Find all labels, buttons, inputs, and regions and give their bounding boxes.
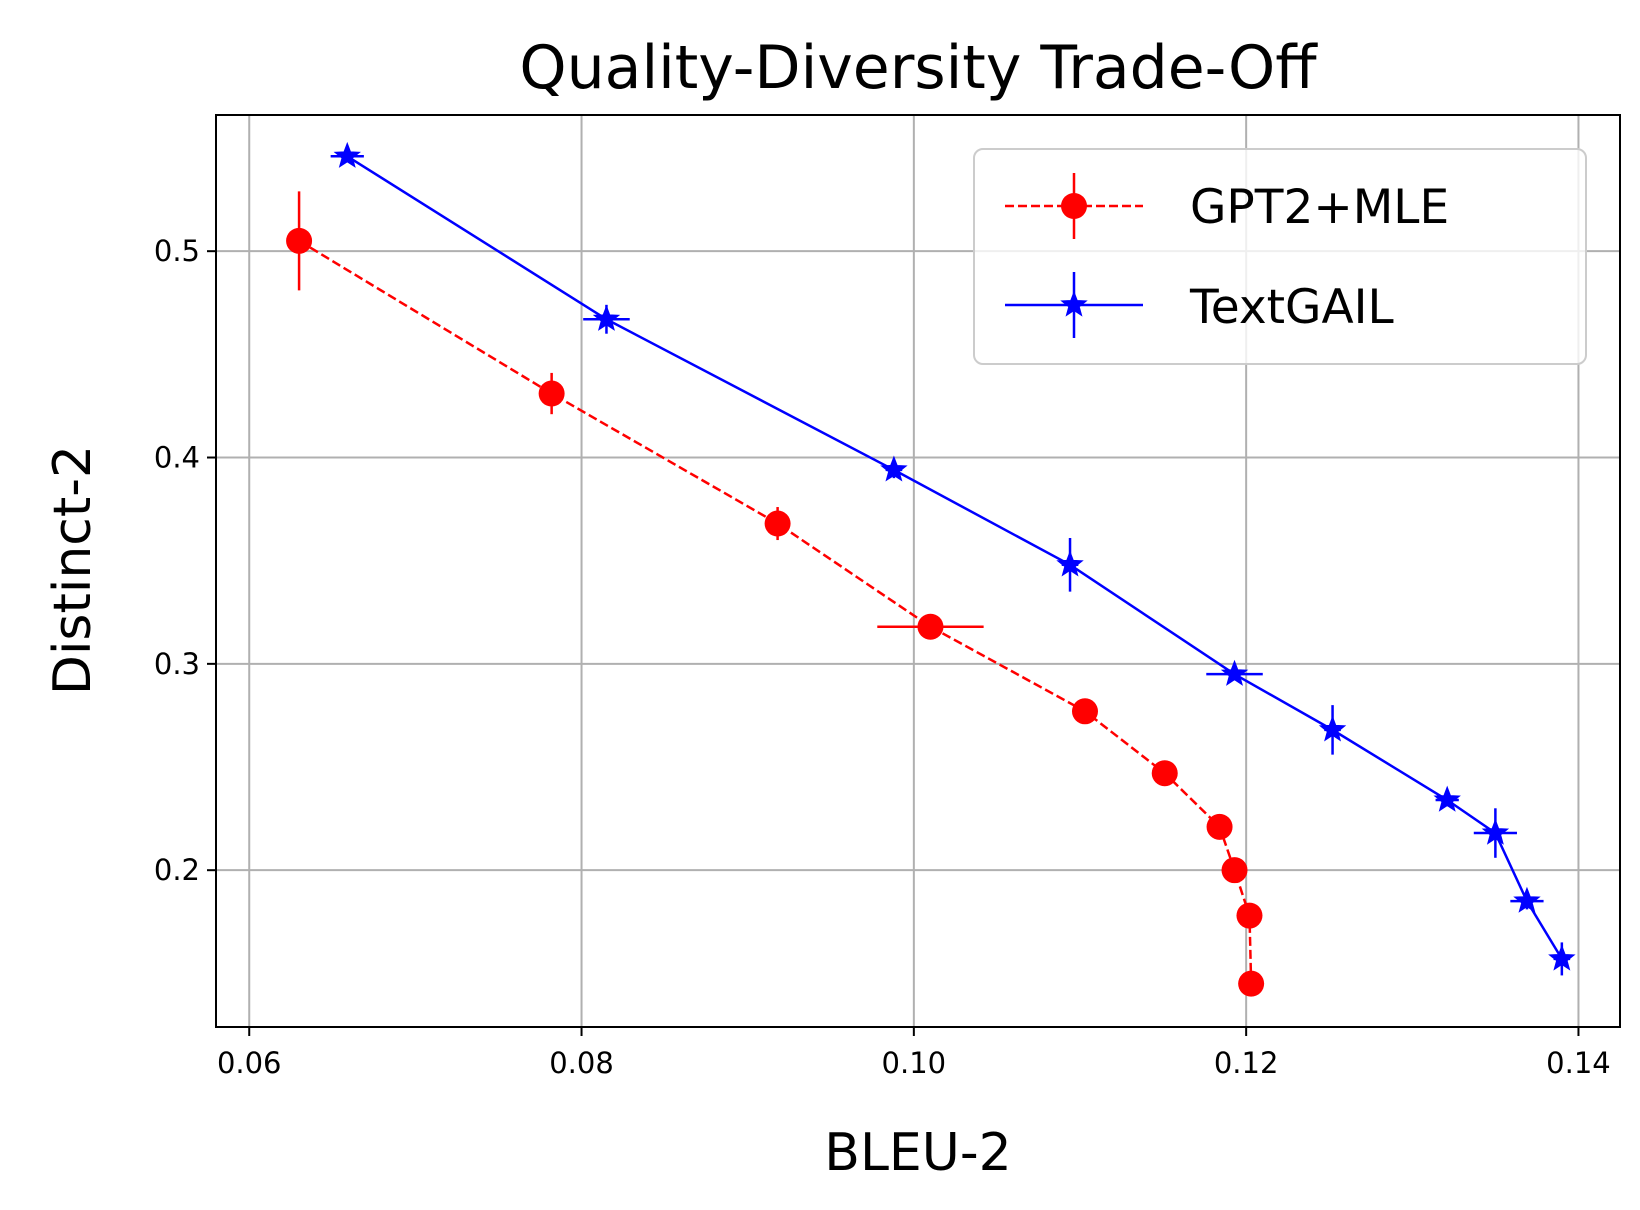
x-tick-label: 0.08 <box>549 1046 614 1080</box>
series-gpt2-mle <box>286 191 1265 997</box>
series-textgail <box>330 141 1576 976</box>
data-point <box>1220 659 1249 686</box>
plot-series <box>286 141 1576 997</box>
data-point <box>538 380 565 407</box>
data-point <box>1236 902 1263 929</box>
data-point <box>1221 857 1248 884</box>
data-point <box>1481 818 1510 845</box>
y-tick-label: 0.5 <box>154 234 200 268</box>
data-point <box>592 304 621 331</box>
legend-label-textgail: TextGAIL <box>1189 280 1394 335</box>
data-point <box>1206 813 1233 840</box>
legend-entry-gpt2-mle: GPT2+MLE <box>1005 173 1449 239</box>
data-point <box>1433 785 1461 812</box>
legend-marker-textgail <box>1060 290 1088 317</box>
chart-title: Quality-Diversity Trade-Off <box>519 33 1318 103</box>
y-axis-label: Distinct-2 <box>43 445 103 695</box>
plot-frame <box>215 114 1621 1028</box>
legend-marker-gpt2-mle <box>1061 193 1087 219</box>
data-point <box>1056 550 1084 577</box>
legend-box <box>973 148 1587 365</box>
data-point <box>880 455 908 482</box>
data-point <box>286 227 313 254</box>
series-line-gpt2-mle <box>298 239 1253 984</box>
data-point <box>1318 715 1347 742</box>
legend: GPT2+MLE TextGAIL <box>973 148 1587 365</box>
axis-ticks: 0.06 0.08 0.10 0.12 0.14 0.2 0.3 0.4 0.5 <box>154 234 1611 1080</box>
data-point <box>1151 760 1178 787</box>
data-point <box>1071 698 1098 725</box>
data-point <box>333 141 361 168</box>
legend-entry-textgail: TextGAIL <box>1005 272 1394 338</box>
x-tick-label: 0.12 <box>1214 1046 1279 1080</box>
x-axis-label: BLEU-2 <box>824 1123 1011 1183</box>
data-point <box>1548 944 1576 971</box>
data-point <box>764 510 791 537</box>
data-point <box>1238 970 1265 997</box>
y-tick-label: 0.4 <box>154 441 200 475</box>
y-tick-label: 0.3 <box>154 647 200 681</box>
x-tick-label: 0.14 <box>1546 1046 1611 1080</box>
series-line-textgail <box>346 155 1563 960</box>
y-tick-label: 0.2 <box>154 853 200 887</box>
data-point <box>1513 886 1541 913</box>
data-point <box>917 613 944 640</box>
legend-label-gpt2-mle: GPT2+MLE <box>1190 180 1449 235</box>
x-tick-label: 0.06 <box>217 1046 282 1080</box>
x-tick-label: 0.10 <box>882 1046 947 1080</box>
